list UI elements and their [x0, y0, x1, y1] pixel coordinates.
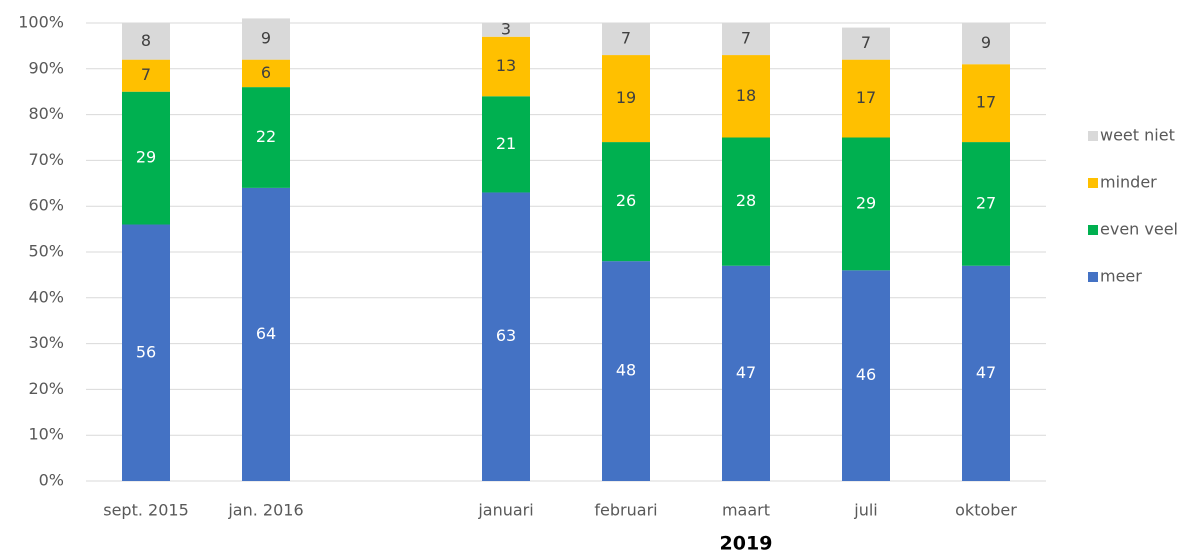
bar-segment — [842, 137, 890, 271]
y-tick-label: 70% — [28, 150, 64, 169]
bar-segment — [242, 59, 290, 88]
legend-swatch — [1088, 178, 1098, 188]
data-label: 22 — [256, 127, 276, 146]
x-tick-label: oktober — [955, 501, 1017, 520]
y-tick-label: 40% — [28, 287, 64, 306]
bar-segment — [122, 59, 170, 92]
data-label: 48 — [616, 361, 636, 380]
bar-segment — [602, 142, 650, 262]
bar-segment — [482, 36, 530, 97]
bar-segment — [722, 23, 770, 56]
legend-label: even veel — [1100, 220, 1178, 239]
x-tick-label: januari — [477, 501, 533, 520]
legend-label: minder — [1100, 173, 1157, 192]
data-label: 19 — [616, 88, 636, 107]
x-tick-label: sept. 2015 — [103, 501, 189, 520]
data-label: 64 — [256, 324, 276, 343]
bar-segment — [602, 261, 650, 481]
data-label: 9 — [981, 33, 991, 52]
bar-segment — [842, 27, 890, 60]
bar-segment — [122, 23, 170, 60]
bar-segment — [602, 55, 650, 143]
data-label: 56 — [136, 342, 156, 361]
legend-label: meer — [1100, 267, 1142, 286]
bar-segment — [482, 23, 530, 37]
data-label: 3 — [501, 19, 511, 38]
data-label: 8 — [141, 31, 151, 50]
bar-segment — [722, 55, 770, 138]
data-label: 47 — [976, 363, 996, 382]
y-tick-label: 90% — [28, 58, 64, 77]
bar-segment — [962, 64, 1010, 143]
bar-segment — [722, 265, 770, 481]
data-label: 26 — [616, 191, 636, 210]
data-label: 17 — [856, 88, 876, 107]
legend-swatch — [1088, 272, 1098, 282]
data-label: 7 — [621, 29, 631, 48]
y-tick-label: 80% — [28, 104, 64, 123]
data-label: 6 — [261, 63, 271, 82]
bar-segment — [842, 59, 890, 138]
data-label: 9 — [261, 29, 271, 48]
bar-segment — [602, 23, 650, 56]
bar-segment — [842, 270, 890, 481]
data-label: 7 — [861, 33, 871, 52]
data-label: 13 — [496, 56, 516, 75]
group-label: 2019 — [720, 533, 773, 555]
bar-segment — [482, 192, 530, 481]
y-tick-label: 100% — [18, 13, 64, 32]
data-label: 28 — [736, 191, 756, 210]
x-tick-label: februari — [594, 501, 657, 520]
data-label: 46 — [856, 365, 876, 384]
bar-segment — [242, 18, 290, 60]
legend-swatch — [1088, 131, 1098, 141]
x-tick-label: jan. 2016 — [227, 501, 303, 520]
bar-segment — [242, 187, 290, 481]
y-tick-label: 30% — [28, 333, 64, 352]
x-tick-label: juli — [853, 501, 877, 520]
data-label: 63 — [496, 326, 516, 345]
legend-label: weet niet — [1100, 126, 1175, 145]
x-tick-label: maart — [722, 501, 770, 520]
bar-segment — [962, 265, 1010, 481]
data-label: 29 — [136, 148, 156, 167]
data-label: 29 — [856, 193, 876, 212]
y-tick-label: 10% — [28, 425, 64, 444]
bar-segment — [122, 91, 170, 225]
data-label: 7 — [741, 29, 751, 48]
y-tick-label: 60% — [28, 196, 64, 215]
data-label: 17 — [976, 93, 996, 112]
data-label: 47 — [736, 363, 756, 382]
data-label: 7 — [141, 65, 151, 84]
y-tick-label: 0% — [39, 471, 64, 490]
bar-segment — [962, 142, 1010, 266]
y-tick-label: 20% — [28, 379, 64, 398]
data-label: 21 — [496, 134, 516, 153]
bar-segment — [122, 224, 170, 481]
bar-segment — [962, 23, 1010, 65]
y-tick-label: 50% — [28, 242, 64, 261]
data-label: 18 — [736, 86, 756, 105]
legend-swatch — [1088, 225, 1098, 235]
bar-segment — [242, 87, 290, 188]
bar-segment — [482, 96, 530, 193]
bar-segment — [722, 137, 770, 266]
data-label: 27 — [976, 193, 996, 212]
